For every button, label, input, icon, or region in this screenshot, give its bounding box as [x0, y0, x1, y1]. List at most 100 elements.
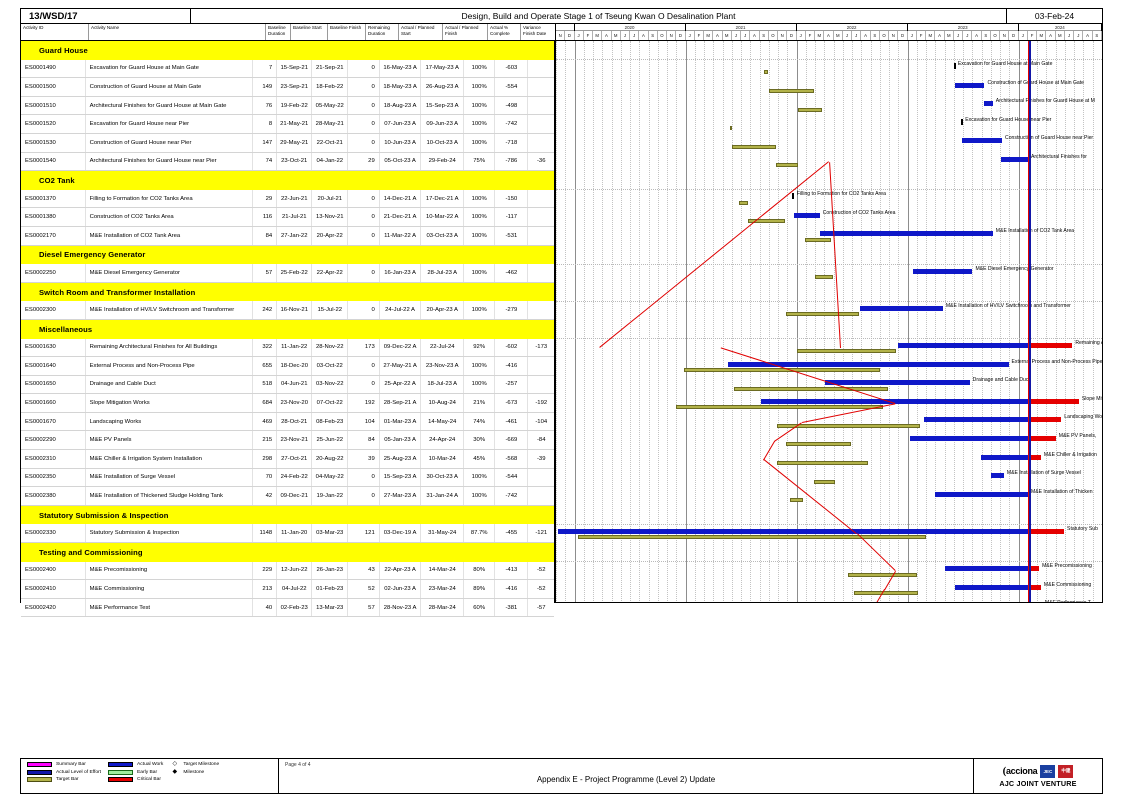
- bar-label: Filling to Formation for CO2 Tanks Area: [796, 191, 886, 198]
- group-header-row[interactable]: Guard House: [21, 41, 554, 60]
- cell-id: ES0002330: [21, 524, 86, 543]
- cell-bd: 70: [253, 468, 278, 487]
- cell-as: 15-Sep-23 A: [380, 468, 422, 487]
- target-bar: [683, 368, 880, 372]
- group-header-row[interactable]: Testing and Commissioning: [21, 543, 554, 562]
- legend-item: ◆ Milestone: [170, 768, 219, 775]
- page-section: Page 4 of 4 Appendix E - Project Program…: [279, 759, 974, 793]
- table-row[interactable]: ES0001380 Construction of CO2 Tanks Area 1…: [21, 208, 554, 227]
- cell-vf: -718: [495, 133, 529, 152]
- table-row[interactable]: ES0001540 Architectural Finishes for Guar…: [21, 152, 554, 172]
- target-bar: [796, 349, 896, 354]
- legend-label: Actual Level of Effort: [56, 769, 102, 775]
- cell-af: 14-May-24: [421, 412, 465, 431]
- timeline-month-cell: F: [1028, 31, 1038, 40]
- actual-work-bar: [980, 454, 1029, 460]
- cell-name: Landscaping Works: [86, 412, 254, 431]
- cell-bf: 26-Jan-23: [312, 561, 349, 580]
- target-bar: [777, 423, 920, 428]
- gridline-vertical: [602, 41, 604, 602]
- table-row[interactable]: ES0002290 M&E PV Panels 215 23-Nov-21 25-Jun…: [21, 431, 554, 451]
- group-header-row[interactable]: Diesel Emergency Generator: [21, 245, 554, 265]
- gridline-vertical: [694, 41, 696, 602]
- cell-rd: 0: [348, 375, 380, 394]
- table-row[interactable]: ES0001490 Excavation for Guard House at M…: [21, 59, 554, 79]
- gridline-vertical: [1083, 41, 1085, 602]
- cell-id: ES0001500: [21, 78, 86, 96]
- table-row[interactable]: ES0001660 Slope Mitigation Works 684 23-Nov…: [21, 394, 554, 413]
- cell-vf: -455: [495, 524, 529, 543]
- cell-vf: -531: [495, 226, 529, 245]
- target-bar: [733, 386, 889, 391]
- table-row[interactable]: ES0002420 M&E Performance Test 40 02-Feb-23…: [21, 598, 554, 618]
- bar-label: M&E Diesel Emergency Generator: [975, 265, 1054, 272]
- table-row[interactable]: ES0001630 Remaining Architectural Finishe…: [21, 338, 554, 358]
- group-header-row[interactable]: Miscellaneous: [21, 319, 554, 339]
- table-row[interactable]: ES0001640 External Process and Non-Proces…: [21, 357, 554, 376]
- table-row[interactable]: ES0001650 Drainage and Cable Duct 518 04-Ju…: [21, 375, 554, 395]
- table-row[interactable]: ES0002310 M&E Chiller & Irrigation System…: [21, 450, 554, 469]
- legend-swatch: [108, 777, 134, 782]
- cell-name: Excavation for Guard House near Pier: [86, 115, 254, 133]
- cell-id: ES0001630: [21, 338, 86, 357]
- cell-id: ES0001520: [21, 115, 86, 133]
- bar-label: Construction of CO2 Tanks Area: [822, 209, 896, 216]
- cell-vf: -461: [495, 412, 529, 431]
- group-title: Testing and Commissioning: [39, 547, 143, 557]
- table-row[interactable]: ES0001500 Construction of Guard House at …: [21, 78, 554, 97]
- timeline-month-cell: F: [584, 31, 593, 40]
- table-row[interactable]: ES0002400 M&E Precomissioning 229 12-Jun-22…: [21, 561, 554, 581]
- group-title: CO2 Tank: [39, 175, 75, 185]
- table-row[interactable]: ES0002250 M&E Diesel Emergency Generator 5…: [21, 264, 554, 283]
- legend-label: Target Bar: [56, 777, 79, 782]
- table-row[interactable]: ES0001370 Filling to Formation for CO2 Ta…: [21, 189, 554, 209]
- legend-item: Early Bar: [108, 769, 163, 775]
- table-row[interactable]: ES0002170 M&E Installation of CO2 Tank Ar…: [21, 226, 554, 246]
- cell-vf: -673: [495, 394, 529, 412]
- table-row[interactable]: ES0001530 Construction of Guard House nea…: [21, 133, 554, 153]
- column-header-rd: Remaining Duration: [366, 24, 399, 40]
- gridline-vertical: [972, 41, 974, 602]
- table-row[interactable]: ES0002300 M&E Installation of HV/LV Switc…: [21, 301, 554, 320]
- cell-bs: 18-Dec-20: [277, 357, 313, 375]
- group-header-row[interactable]: CO2 Tank: [21, 171, 554, 190]
- timeline-month-cell: A: [972, 31, 982, 40]
- actual-work-bar: [954, 584, 1029, 590]
- table-row[interactable]: ES0002380 M&E Installation of Thickened S…: [21, 487, 554, 506]
- cell-rd: 0: [348, 189, 380, 208]
- group-header-row[interactable]: Switch Room and Transformer Installation: [21, 282, 554, 302]
- cell-rd: 29: [348, 152, 380, 171]
- timeline-month-cell: A: [639, 31, 649, 40]
- bar-label: M&E Precomissioning: [1042, 563, 1092, 570]
- cell-name: M&E Installation of Surge Vessel: [86, 468, 254, 487]
- table-row[interactable]: ES0001520 Excavation for Guard House near…: [21, 115, 554, 134]
- cell-rd: 52: [348, 580, 380, 598]
- cell-name: M&E PV Panels: [86, 431, 254, 450]
- legend-label: Target Milestone: [183, 762, 220, 767]
- cell-name: Statutory Submission & Inspection: [86, 524, 254, 543]
- table-row[interactable]: ES0002410 M&E Commissioning 213 04-Jul-22 01…: [21, 580, 554, 599]
- cell-af: 14-Mar-24: [421, 561, 465, 580]
- timeline-month-cell: M: [834, 31, 843, 40]
- gridline-vertical: [556, 41, 557, 602]
- group-header-row[interactable]: Statutory Submission & Inspection: [21, 505, 554, 525]
- bar-label: M&E Installation of CO2 Tank Area: [995, 228, 1075, 235]
- gridline-vertical: [1037, 41, 1039, 602]
- timeline-month-cell: J: [852, 31, 862, 40]
- cell-name: Construction of Guard House near Pier: [86, 133, 254, 152]
- timeline-year-2022: 2022: [797, 24, 908, 31]
- cell-bf: 25-Jun-22: [312, 431, 349, 450]
- table-row[interactable]: ES0002330 Statutory Submission & Inspecti…: [21, 524, 554, 544]
- table-row[interactable]: ES0001510 Architectural Finishes for Guar…: [21, 96, 554, 116]
- cell-id: ES0001530: [21, 133, 86, 152]
- milestone-icon: ◆: [172, 768, 178, 775]
- cell-bf: 21-Sep-21: [312, 59, 349, 78]
- cell-pc: 100%: [464, 226, 496, 245]
- table-row[interactable]: ES0001670 Landscaping Works 469 28-Oct-21 08…: [21, 412, 554, 432]
- timeline-year-2021: 2021: [686, 24, 797, 31]
- table-row[interactable]: ES0002350 M&E Installation of Surge Vesse…: [21, 468, 554, 488]
- gridline-vertical: [981, 41, 983, 602]
- timeline-month-cell: F: [695, 31, 705, 40]
- timeline-month-cell: M: [612, 31, 621, 40]
- cell-af: 17-May-23 A: [421, 59, 465, 78]
